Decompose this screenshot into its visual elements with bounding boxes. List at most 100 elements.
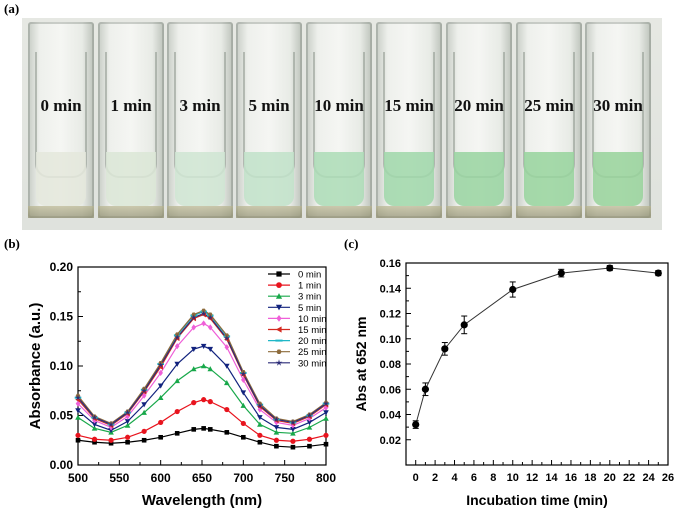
data-point-marker: [141, 392, 147, 399]
data-point-marker: [125, 439, 130, 445]
cuvette: [516, 22, 582, 218]
cuvette-base: [236, 206, 302, 218]
data-point-marker: [91, 436, 98, 442]
data-point-marker: [276, 315, 282, 322]
cuvette-label: 15 min: [384, 96, 434, 115]
data-point: [557, 269, 565, 277]
data-point-marker: [275, 339, 283, 342]
data-point-marker: [273, 416, 280, 423]
data-point-marker: [200, 363, 207, 369]
data-point-marker: [108, 437, 114, 443]
data-point-marker: [241, 434, 246, 440]
y-tick-label: 0.20: [50, 260, 74, 274]
x-tick-label: 18: [584, 472, 596, 484]
data-point-marker: [190, 366, 197, 372]
x-tick-label: 26: [662, 472, 674, 484]
x-tick-label: 750: [275, 471, 295, 485]
cuvette-solution: [244, 152, 294, 206]
data-point-marker: [289, 419, 297, 426]
cuvette: [236, 22, 302, 218]
data-point-marker: [75, 432, 81, 438]
data-point-marker: [108, 424, 114, 431]
data-point-marker: [201, 320, 206, 327]
x-tick-label: 12: [526, 472, 538, 484]
plot-frame: [405, 262, 669, 466]
data-point-marker: [207, 346, 214, 352]
data-point-marker: [108, 428, 114, 434]
data-point-marker: [224, 344, 230, 351]
x-tick-label: 16: [565, 472, 577, 484]
y-axis-label: Abs at 652 nm: [353, 317, 369, 412]
legend-label: 20 min: [298, 336, 327, 347]
x-tick-label: 6: [471, 472, 477, 484]
data-point-marker: [256, 402, 264, 409]
cuvette-solution: [175, 152, 225, 206]
x-tick-label: 800: [316, 471, 336, 485]
cuvette-solution: [524, 152, 574, 206]
panel-label-b: (b): [4, 236, 20, 251]
cuvette-base: [306, 206, 372, 218]
data-point-marker: [240, 370, 247, 377]
data-point-marker: [158, 434, 163, 440]
cuvette-photo: 0 min 1 min 3 min 5 min 10 min 15 min 20 min 25…: [22, 18, 662, 230]
data-point-marker: [158, 419, 164, 426]
series-line: [77, 313, 327, 427]
legend-label: 15 min: [298, 325, 327, 336]
data-point-marker: [92, 439, 97, 445]
y-tick-label: 0.16: [380, 258, 401, 270]
data-point-marker: [91, 414, 98, 421]
data-point-marker: [290, 438, 296, 444]
x-axis-label: Wavelength (nm): [142, 492, 262, 509]
data-point-marker: [174, 343, 180, 350]
data-point: [509, 285, 517, 294]
data-point-marker: [275, 359, 283, 366]
incubation-time-chart: 0 2 4 6 8 10 12 14 16 18 20 22 24 260.020.040.060.080…: [353, 258, 674, 508]
x-tick-label: 8: [490, 472, 496, 484]
cuvette: [376, 22, 442, 218]
series-line: [77, 322, 327, 429]
data-point-marker: [200, 343, 207, 349]
cuvette-label: 10 min: [314, 96, 364, 115]
data-point-marker: [75, 400, 81, 407]
data-point-marker: [174, 333, 181, 340]
panel-label-a: (a): [4, 1, 20, 16]
cuvette-base: [446, 206, 512, 218]
x-axis-label: Incubation time (min): [466, 492, 608, 508]
data-point-marker: [141, 409, 147, 415]
data-point-marker: [75, 437, 81, 443]
legend-label: 3 min: [298, 292, 321, 303]
data-point-marker: [158, 369, 163, 377]
x-tick-label: 24: [642, 472, 655, 484]
cuvette-label: 25 min: [524, 96, 574, 115]
data-point-marker: [274, 443, 279, 449]
data-point-marker: [201, 426, 206, 431]
absorbance-spectra-chart: 500 550 600 650 700 750 800 0.00 0.05 0.10 0.15 0.2…: [27, 260, 336, 509]
data-point-marker: [275, 326, 282, 333]
data-point-marker: [141, 437, 147, 443]
cuvette-label: 30 min: [593, 96, 643, 115]
cuvette-base: [585, 206, 651, 218]
data-point-marker: [307, 443, 312, 449]
cuvette-label: 1 min: [110, 96, 152, 115]
cuvette: [446, 22, 512, 218]
legend-label: 0 min: [298, 270, 321, 281]
data-point-marker: [191, 400, 197, 406]
cuvette: [167, 22, 233, 218]
data-point-marker: [174, 378, 180, 384]
data-point-marker: [157, 383, 164, 389]
y-axis-label: Absorbance (a.u.): [27, 303, 44, 430]
x-tick-label: 650: [192, 471, 212, 485]
data-point-marker: [190, 314, 197, 321]
data-point-marker: [306, 412, 313, 419]
data-point-marker: [157, 361, 164, 368]
data-point: [460, 321, 468, 329]
data-point-marker: [257, 415, 263, 421]
data-point-marker: [157, 394, 164, 400]
data-point-marker: [276, 349, 282, 354]
cuvette-solution: [384, 152, 434, 206]
y-tick-label: 0.10: [50, 359, 74, 373]
cuvette-solution: [454, 152, 504, 206]
data-point-marker: [174, 431, 180, 436]
data-point-marker: [75, 414, 81, 420]
cuvette: [585, 22, 651, 218]
